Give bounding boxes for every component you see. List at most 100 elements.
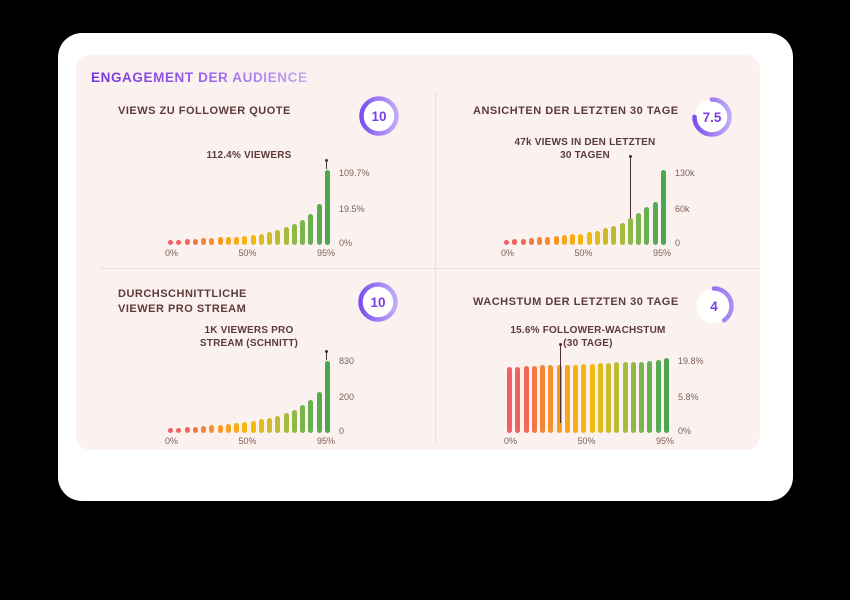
y-tick: 109.7% bbox=[339, 168, 370, 178]
bar bbox=[523, 366, 529, 433]
y-tick: 19.8% bbox=[678, 356, 704, 366]
bar-chart bbox=[504, 155, 666, 245]
bar bbox=[234, 423, 239, 433]
bar bbox=[586, 232, 592, 245]
bar bbox=[225, 237, 231, 245]
x-tick: 95% bbox=[316, 248, 335, 258]
bar bbox=[594, 231, 600, 245]
bar bbox=[300, 405, 305, 433]
quadrant-views-zu-follower-quote: VIEWS ZU FOLLOWER QUOTE 10 112.4% VIEWER… bbox=[76, 92, 435, 268]
bar bbox=[573, 365, 578, 433]
score-ring-icon bbox=[692, 97, 732, 137]
x-tick: 50% bbox=[574, 248, 593, 258]
x-tick: 50% bbox=[577, 436, 596, 446]
bar bbox=[622, 362, 628, 433]
x-tick: 95% bbox=[655, 436, 674, 446]
x-axis: 0% 50% 95% bbox=[501, 248, 671, 258]
bar bbox=[644, 207, 650, 245]
x-tick: 0% bbox=[165, 248, 179, 258]
bar bbox=[611, 226, 617, 245]
y-tick: 200 bbox=[339, 392, 355, 402]
y-axis: 830 200 0 bbox=[339, 356, 385, 436]
bar bbox=[537, 237, 542, 245]
bar bbox=[520, 239, 526, 245]
bar bbox=[291, 410, 297, 433]
quadrant-title: WACHSTUM DER LETZTEN 30 TAGE bbox=[473, 296, 679, 308]
bar bbox=[630, 362, 636, 433]
bar bbox=[184, 239, 190, 245]
score-ring-badge: 10 bbox=[357, 281, 399, 323]
x-tick: 50% bbox=[238, 248, 257, 258]
bar bbox=[225, 424, 231, 433]
y-tick: 0 bbox=[339, 426, 345, 436]
score-ring-icon bbox=[694, 286, 734, 326]
quadrant-ansichten-30-tage: ANSICHTEN DER LETZTEN 30 TAGE 7.5 47k VI… bbox=[436, 92, 760, 268]
bar bbox=[283, 227, 289, 245]
bar bbox=[184, 427, 190, 433]
score-ring-icon bbox=[359, 96, 399, 136]
bar bbox=[250, 421, 256, 433]
bar bbox=[606, 363, 611, 433]
bar bbox=[561, 235, 567, 245]
bar bbox=[209, 425, 215, 433]
x-axis: 0% 50% 95% bbox=[165, 436, 335, 446]
bar bbox=[614, 362, 620, 433]
score-value: 4 bbox=[710, 298, 718, 314]
score-ring-badge: 4 bbox=[693, 285, 735, 327]
chart-views-30d: 47k VIEWS IN DEN LETZTEN 30 TAGEN 130k 6… bbox=[501, 136, 724, 258]
bar bbox=[512, 239, 518, 245]
score-ring-icon bbox=[358, 282, 398, 322]
quadrant-title: VIEWS ZU FOLLOWER QUOTE bbox=[118, 105, 291, 117]
marker-dot bbox=[559, 343, 562, 346]
bar bbox=[258, 234, 264, 245]
bar bbox=[168, 428, 173, 433]
y-axis: 109.7% 19.5% 0% bbox=[339, 168, 385, 248]
x-tick: 50% bbox=[238, 436, 257, 446]
bar bbox=[647, 361, 653, 433]
score-value: 7.5 bbox=[702, 109, 722, 125]
x-tick: 0% bbox=[501, 248, 515, 258]
bar bbox=[548, 365, 554, 433]
bar bbox=[545, 237, 551, 245]
bar bbox=[578, 234, 584, 245]
chart-annotation: 15.6% FOLLOWER-WACHSTUM (30 TAGE) bbox=[510, 325, 666, 349]
score-ring-badge: 10 bbox=[358, 95, 400, 137]
bar bbox=[308, 214, 314, 245]
bar bbox=[192, 239, 198, 245]
bar bbox=[242, 236, 248, 245]
bar bbox=[176, 240, 182, 245]
y-tick: 0 bbox=[675, 238, 681, 248]
bar bbox=[636, 213, 641, 245]
quadrant-title: ANSICHTEN DER LETZTEN 30 TAGE bbox=[473, 105, 679, 117]
bar bbox=[275, 230, 281, 245]
bar bbox=[316, 392, 322, 433]
y-tick: 830 bbox=[339, 356, 355, 366]
bar bbox=[660, 170, 666, 245]
bar bbox=[570, 234, 575, 245]
marker-line bbox=[326, 162, 327, 169]
x-axis: 0% 50% 95% bbox=[504, 436, 674, 446]
y-tick: 19.5% bbox=[339, 204, 365, 214]
marker-dot bbox=[325, 159, 328, 162]
bar bbox=[308, 400, 314, 433]
marker-line bbox=[560, 345, 561, 423]
bar bbox=[504, 240, 509, 245]
x-tick: 95% bbox=[316, 436, 335, 446]
bar-chart bbox=[168, 350, 330, 433]
bar bbox=[176, 428, 182, 433]
y-tick: 0% bbox=[339, 238, 353, 248]
y-tick: 130k bbox=[675, 168, 695, 178]
bar bbox=[316, 204, 322, 245]
bar bbox=[275, 416, 281, 433]
y-tick: 0% bbox=[678, 426, 692, 436]
chart-annotation: 1K VIEWERS PRO STREAM (SCHNITT) bbox=[199, 325, 299, 349]
bar bbox=[267, 418, 272, 433]
marker-line bbox=[326, 353, 327, 360]
chart-avg-viewers: 1K VIEWERS PRO STREAM (SCHNITT) 830 200 … bbox=[165, 324, 388, 446]
bar-chart bbox=[168, 159, 330, 245]
bar bbox=[267, 232, 272, 245]
bar bbox=[507, 367, 512, 433]
x-axis: 0% 50% 95% bbox=[165, 248, 335, 258]
quadrant-wachstum-30-tage: WACHSTUM DER LETZTEN 30 TAGE 4 15.6% FOL… bbox=[436, 269, 760, 446]
chart-follower-growth: 15.6% FOLLOWER-WACHSTUM (30 TAGE) 19.8% … bbox=[504, 324, 727, 446]
